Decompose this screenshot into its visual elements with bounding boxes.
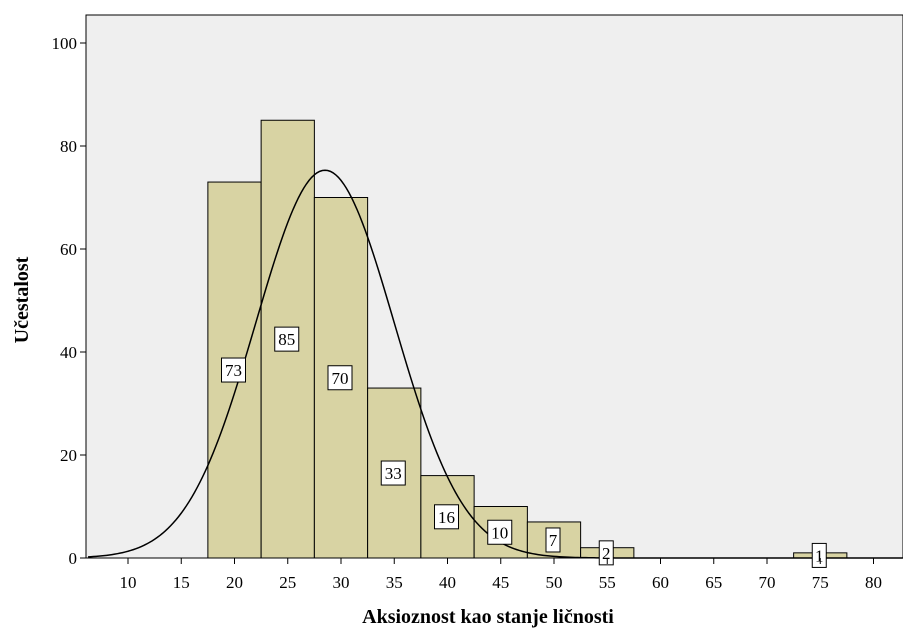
bar-label-box — [380, 460, 406, 486]
x-tick-label: 60 — [652, 573, 669, 592]
x-tick-label: 80 — [865, 573, 882, 592]
bar-label: 7 — [549, 531, 558, 550]
x-tick-label: 40 — [439, 573, 456, 592]
x-tick-label: 15 — [173, 573, 190, 592]
bar-label-box — [434, 504, 459, 530]
bar-label-box — [487, 519, 513, 545]
x-tick-label: 10 — [120, 573, 137, 592]
x-tick-label: 20 — [226, 573, 243, 592]
y-tick-label: 80 — [60, 137, 77, 156]
bar-label-box — [274, 326, 300, 352]
y-tick-label: 100 — [52, 34, 78, 53]
bar-label: 85 — [278, 330, 295, 349]
bar-label-box — [221, 357, 246, 383]
x-tick-label: 25 — [279, 573, 296, 592]
x-axis-title: Aksioznost kao stanje ličnosti — [362, 606, 614, 628]
y-tick-label: 0 — [69, 549, 78, 568]
bar-label: 33 — [385, 464, 402, 483]
y-tick-label: 60 — [60, 240, 77, 259]
x-axis: 10 15 20 25 30 35 40 45 50 55 60 65 70 75 80 — [120, 558, 882, 592]
bar-label-box — [327, 365, 353, 391]
y-axis-title: Učestalost — [11, 256, 33, 343]
bar-label: 73 — [225, 361, 242, 380]
bar-label: 70 — [332, 369, 349, 388]
x-tick-label: 35 — [386, 573, 403, 592]
bar-label: 16 — [438, 508, 455, 527]
bar-label: 10 — [491, 523, 508, 542]
x-tick-label: 30 — [333, 573, 350, 592]
x-tick-label: 70 — [759, 573, 776, 592]
bar-labels-group: 73 85 70 33 16 10 7 2 1 — [221, 326, 827, 568]
bar-label: 1 — [815, 546, 824, 565]
bar-label: 2 — [602, 544, 611, 563]
x-tick-label: 55 — [599, 573, 616, 592]
x-tick-label: 65 — [705, 573, 722, 592]
y-tick-label: 20 — [60, 446, 77, 465]
x-tick-label: 75 — [812, 573, 829, 592]
x-tick-label: 45 — [492, 573, 509, 592]
y-tick-label: 40 — [60, 343, 77, 362]
bar-label-box — [811, 542, 827, 568]
x-tick-label: 50 — [546, 573, 563, 592]
y-axis: 0 20 40 60 80 100 — [52, 34, 86, 568]
bar-label-box — [598, 540, 614, 566]
bar-label-box — [545, 527, 561, 553]
